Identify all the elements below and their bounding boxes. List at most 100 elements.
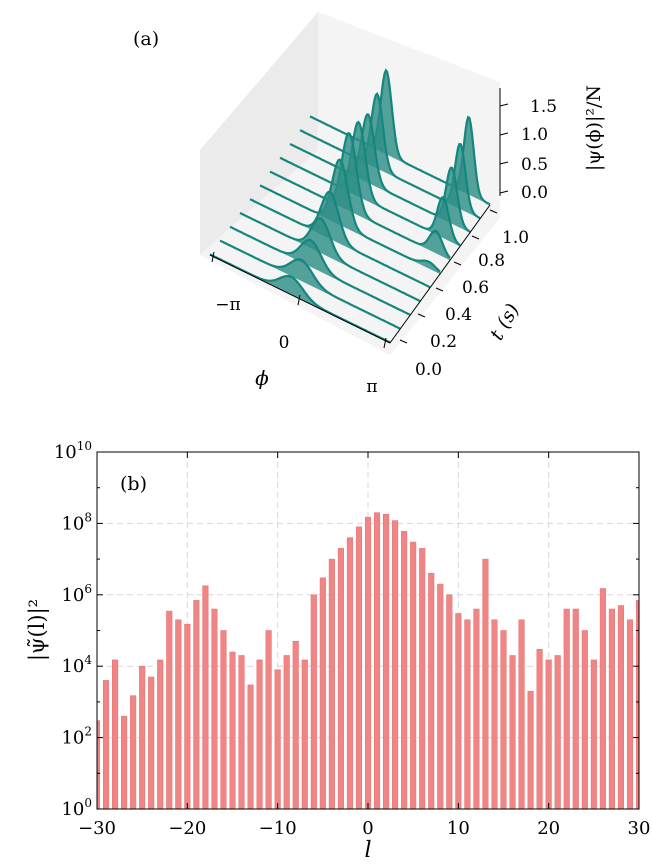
bar-l--24 <box>148 676 155 810</box>
bar-l--7 <box>301 659 308 810</box>
bar-l-22 <box>563 608 570 810</box>
bar-l-27 <box>608 608 615 810</box>
ridge-fill-t-1 <box>310 70 490 206</box>
t-tick-label-0: 0.0 <box>415 360 442 380</box>
bar-l--17 <box>211 608 218 810</box>
t-axis-line <box>389 204 491 344</box>
t-tick-2 <box>435 287 444 292</box>
bar-l-19 <box>536 648 543 810</box>
bar-l--3 <box>337 548 344 810</box>
ridge-line-t-0 <box>209 253 391 344</box>
z-tick-1 <box>499 161 509 165</box>
bar-l-11 <box>464 619 471 810</box>
floor-pane <box>200 150 500 355</box>
bar-l-14 <box>491 619 498 810</box>
phi-tick-zero <box>297 294 301 306</box>
bar-l--18 <box>202 585 209 810</box>
bar-l--10 <box>274 669 281 810</box>
ridge-line-t-0.7 <box>279 120 461 247</box>
z-tick-label-2: 1.0 <box>521 125 548 145</box>
bar-l--28 <box>112 659 119 810</box>
t-tick-label-3: 0.6 <box>462 278 489 298</box>
t-tick-3 <box>453 261 462 266</box>
bar-l--9 <box>283 655 290 810</box>
bar-l--22 <box>166 610 173 810</box>
bar-l--15 <box>229 651 236 810</box>
bars <box>96 512 640 810</box>
z-tick-0 <box>499 190 509 194</box>
y-tick-label-2: 104 <box>61 653 92 677</box>
x-tick-label--10: −10 <box>259 818 297 839</box>
bar-l-29 <box>626 619 634 810</box>
z-axis-label: |ψ(ϕ)|²/N <box>583 85 605 171</box>
bar-l-7 <box>428 573 435 810</box>
bar-l-23 <box>572 608 579 810</box>
bar-l-26 <box>599 588 606 810</box>
ridge-line-t-0.1 <box>219 239 401 330</box>
t-tick-5 <box>489 209 498 214</box>
bar-l--13 <box>247 684 254 810</box>
y-tick-label-3: 106 <box>61 582 92 606</box>
ridge-fill-t-0.8 <box>290 114 470 233</box>
bar-l-17 <box>518 619 525 810</box>
bar-l-0 <box>364 516 372 810</box>
bar-l--8 <box>292 641 299 810</box>
t-tick-label-1: 0.2 <box>430 332 457 352</box>
bar-l--6 <box>310 594 317 810</box>
ridge-line-t-0.2 <box>229 225 411 316</box>
y-tick-label-1: 102 <box>61 725 92 749</box>
z-tick-2 <box>499 132 509 136</box>
bar-l--23 <box>157 659 164 810</box>
bar-l--16 <box>220 630 227 810</box>
ticks <box>96 451 640 810</box>
bar-l-8 <box>437 583 444 810</box>
bar-l--11 <box>265 630 272 810</box>
bar-l-28 <box>617 605 624 810</box>
ridge-fill-t-0.5 <box>260 159 440 274</box>
z-tick-label-3: 1.5 <box>530 97 557 117</box>
y-axis-label: |ψ̃(l)|² <box>25 599 50 661</box>
x-tick-label-0: 0 <box>362 818 373 839</box>
bar-l-12 <box>473 608 480 810</box>
bar-l-15 <box>500 630 507 810</box>
t-tick-label-2: 0.4 <box>445 305 472 325</box>
bar-l--12 <box>256 659 263 810</box>
bar-l--4 <box>328 558 335 810</box>
bar-l-25 <box>590 659 597 810</box>
back-pane-left <box>200 12 318 255</box>
ridge-line-t-0.6 <box>269 131 451 259</box>
bar-l-3 <box>392 520 399 810</box>
bar-l-1 <box>373 512 381 810</box>
ridge-line-t-0.4 <box>249 190 431 289</box>
ridge-series <box>209 68 491 344</box>
bar-l--2 <box>346 537 353 810</box>
bar-l--19 <box>193 600 200 810</box>
panel-a-label: (a) <box>133 28 159 50</box>
t-tick-label-5: 1.0 <box>502 228 529 248</box>
bar-l-13 <box>482 558 489 810</box>
bar-l--20 <box>184 623 191 810</box>
panel-b-label: (b) <box>120 473 147 495</box>
t-axis-label: t (s) <box>486 300 524 344</box>
t-tick-0 <box>399 339 408 344</box>
bar-l--1 <box>355 526 363 810</box>
ridge-fill-t-0.9 <box>300 93 480 219</box>
ridge-fill-t-0.4 <box>250 191 430 288</box>
bar-l--26 <box>130 695 137 810</box>
bar-l-5 <box>410 541 417 810</box>
panel-a: −π 0 π ϕ 0.0 0.2 0.4 0.6 0.8 1.0 t (s) 0… <box>133 12 605 397</box>
z-tick-3 <box>499 103 509 107</box>
z-ticks <box>499 103 509 194</box>
x-tick-label-10: 10 <box>447 818 470 839</box>
t-ticks <box>399 209 498 344</box>
bar-l-10 <box>455 613 462 810</box>
x-tick-label--20: −20 <box>168 818 206 839</box>
t-tick-1 <box>417 313 426 318</box>
phi-axis-line <box>209 254 391 344</box>
bar-l-24 <box>581 630 588 810</box>
bar-l--14 <box>238 655 245 810</box>
y-tick-labels: 100 102 104 106 108 1010 <box>54 439 93 820</box>
t-tick-4 <box>471 235 480 240</box>
z-tick-label-1: 0.5 <box>521 155 548 175</box>
